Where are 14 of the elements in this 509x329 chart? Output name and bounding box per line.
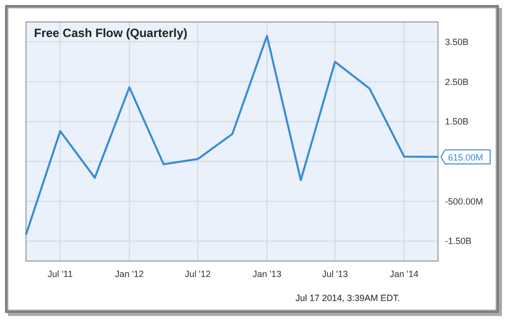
x-tick-label: Jan '12 bbox=[115, 269, 144, 279]
y-tick-label: -1.50B bbox=[445, 236, 472, 246]
x-tick-label: Jul '13 bbox=[322, 269, 348, 279]
y-tick-label: 3.50B bbox=[445, 36, 469, 47]
x-tick-label: Jul '11 bbox=[48, 269, 73, 279]
x-tick-label: Jul '12 bbox=[184, 269, 211, 279]
annotation: 615.00M bbox=[448, 152, 484, 162]
chart-title: Free Cash Flow (Quarterly) bbox=[34, 26, 188, 40]
y-tick-label: -500.00M bbox=[445, 196, 484, 206]
y-tick-label: 2.50B bbox=[445, 76, 469, 87]
text: Jul 17 2014, 3:39AM EDT. bbox=[295, 293, 400, 303]
x-tick-label: Jan '14 bbox=[390, 269, 419, 279]
x-tick-label: Jan '13 bbox=[252, 269, 282, 279]
y-tick-label: 1.50B bbox=[445, 116, 469, 127]
